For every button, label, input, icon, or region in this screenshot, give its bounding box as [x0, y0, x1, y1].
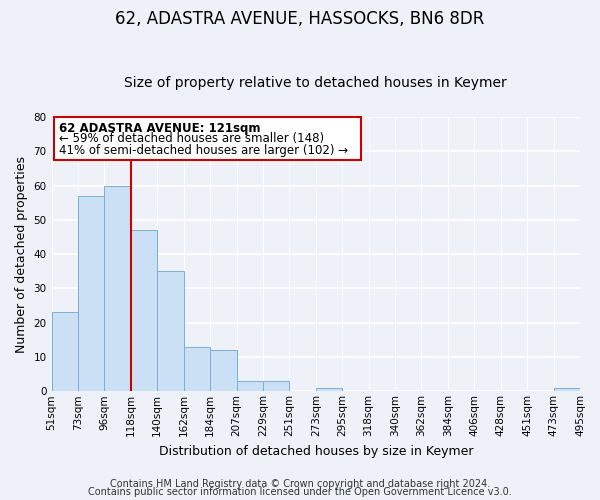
Bar: [210, 350, 236, 392]
Bar: [316, 388, 342, 392]
Bar: [131, 230, 157, 392]
Bar: [78, 196, 104, 392]
Bar: [184, 346, 210, 392]
Text: 62 ADASTRA AVENUE: 121sqm: 62 ADASTRA AVENUE: 121sqm: [59, 122, 261, 135]
Text: Contains HM Land Registry data © Crown copyright and database right 2024.: Contains HM Land Registry data © Crown c…: [110, 479, 490, 489]
Text: ← 59% of detached houses are smaller (148): ← 59% of detached houses are smaller (14…: [59, 132, 325, 145]
Bar: [554, 388, 580, 392]
FancyBboxPatch shape: [54, 117, 361, 160]
X-axis label: Distribution of detached houses by size in Keymer: Distribution of detached houses by size …: [158, 444, 473, 458]
Bar: [236, 381, 263, 392]
Y-axis label: Number of detached properties: Number of detached properties: [15, 156, 28, 352]
Bar: [157, 272, 184, 392]
Bar: [263, 381, 289, 392]
Bar: [52, 312, 78, 392]
Title: Size of property relative to detached houses in Keymer: Size of property relative to detached ho…: [124, 76, 507, 90]
Text: Contains public sector information licensed under the Open Government Licence v3: Contains public sector information licen…: [88, 487, 512, 497]
Bar: [104, 186, 131, 392]
Text: 41% of semi-detached houses are larger (102) →: 41% of semi-detached houses are larger (…: [59, 144, 349, 158]
Text: 62, ADASTRA AVENUE, HASSOCKS, BN6 8DR: 62, ADASTRA AVENUE, HASSOCKS, BN6 8DR: [115, 10, 485, 28]
